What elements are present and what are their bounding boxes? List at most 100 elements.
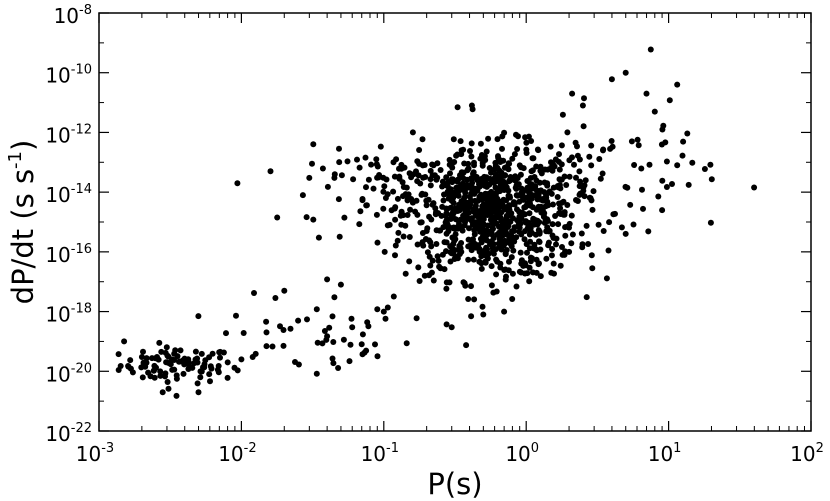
data-point	[566, 224, 572, 231]
data-point	[373, 156, 380, 163]
x-tick-label: 101	[648, 441, 682, 466]
data-point	[542, 203, 549, 210]
data-point	[349, 324, 356, 331]
data-point	[406, 234, 413, 240]
data-point	[424, 249, 431, 256]
data-point	[417, 219, 424, 226]
data-point	[400, 233, 407, 240]
data-point	[556, 166, 563, 173]
data-point	[511, 201, 518, 208]
data-point	[586, 153, 593, 160]
data-point	[419, 239, 426, 246]
data-point	[501, 129, 508, 136]
data-point	[517, 249, 524, 256]
data-point	[638, 165, 645, 172]
data-point	[443, 174, 450, 181]
data-point	[165, 385, 172, 392]
data-point	[640, 205, 646, 212]
data-point	[585, 241, 592, 247]
data-point	[452, 216, 459, 223]
data-point	[512, 177, 519, 184]
data-point	[438, 212, 445, 219]
data-point	[576, 168, 583, 175]
x-tick-exponent: -3	[101, 441, 114, 456]
data-point	[390, 159, 397, 166]
data-point	[659, 126, 666, 133]
data-point	[469, 106, 476, 113]
data-point	[359, 196, 366, 202]
y-tick-base: 10	[45, 243, 70, 267]
data-point	[492, 176, 499, 183]
data-point	[460, 175, 467, 182]
data-point	[549, 167, 556, 174]
data-point	[295, 361, 302, 368]
data-point	[428, 216, 435, 223]
data-point	[526, 200, 533, 207]
data-point	[448, 176, 455, 183]
data-point	[498, 218, 505, 225]
data-point	[125, 363, 132, 369]
data-point	[631, 162, 638, 168]
data-point	[494, 136, 501, 143]
data-point	[556, 151, 562, 158]
data-point	[458, 240, 465, 246]
data-point	[628, 138, 635, 145]
data-point	[666, 97, 673, 104]
data-point	[659, 177, 666, 184]
data-point	[403, 340, 410, 347]
data-point	[526, 210, 533, 217]
data-point	[597, 175, 604, 182]
data-point	[505, 237, 512, 244]
data-point	[497, 176, 504, 183]
data-point	[502, 276, 509, 283]
data-point	[156, 339, 163, 346]
data-point	[197, 368, 204, 375]
data-point	[506, 258, 512, 265]
data-point	[392, 204, 399, 211]
y-axis-title-close: )	[6, 140, 40, 151]
data-point	[471, 159, 477, 166]
data-point	[557, 185, 564, 192]
data-point	[394, 195, 401, 202]
data-point	[441, 191, 447, 198]
data-point	[533, 206, 540, 213]
data-point	[304, 316, 310, 323]
data-point	[511, 224, 518, 231]
data-point	[368, 161, 375, 168]
data-point	[557, 205, 564, 212]
data-point	[440, 197, 447, 204]
data-point	[501, 308, 508, 315]
data-point	[573, 197, 579, 203]
data-point	[416, 278, 423, 284]
data-point	[588, 142, 595, 149]
data-point	[419, 136, 426, 143]
data-point	[583, 294, 590, 301]
data-point	[492, 184, 499, 191]
data-point	[251, 290, 257, 296]
data-point	[483, 252, 490, 258]
data-point	[556, 176, 563, 183]
data-point	[513, 283, 520, 290]
data-point	[645, 228, 652, 235]
data-point	[413, 315, 420, 322]
data-point	[599, 170, 606, 177]
data-point	[362, 154, 369, 161]
data-point	[336, 159, 343, 166]
data-point	[321, 328, 328, 334]
data-point	[310, 216, 317, 223]
data-point	[409, 129, 416, 136]
data-point	[527, 225, 534, 232]
data-point	[506, 193, 513, 200]
data-point	[363, 184, 369, 191]
data-point	[576, 156, 583, 163]
x-tick-exponent: 0	[531, 441, 539, 456]
data-point	[444, 205, 451, 212]
axis-ticks	[98, 12, 812, 432]
data-point	[233, 312, 239, 319]
data-point	[374, 163, 381, 170]
data-point	[224, 374, 231, 381]
data-point	[516, 198, 523, 205]
data-point	[596, 156, 603, 162]
data-point	[537, 163, 544, 170]
data-point	[234, 180, 241, 187]
